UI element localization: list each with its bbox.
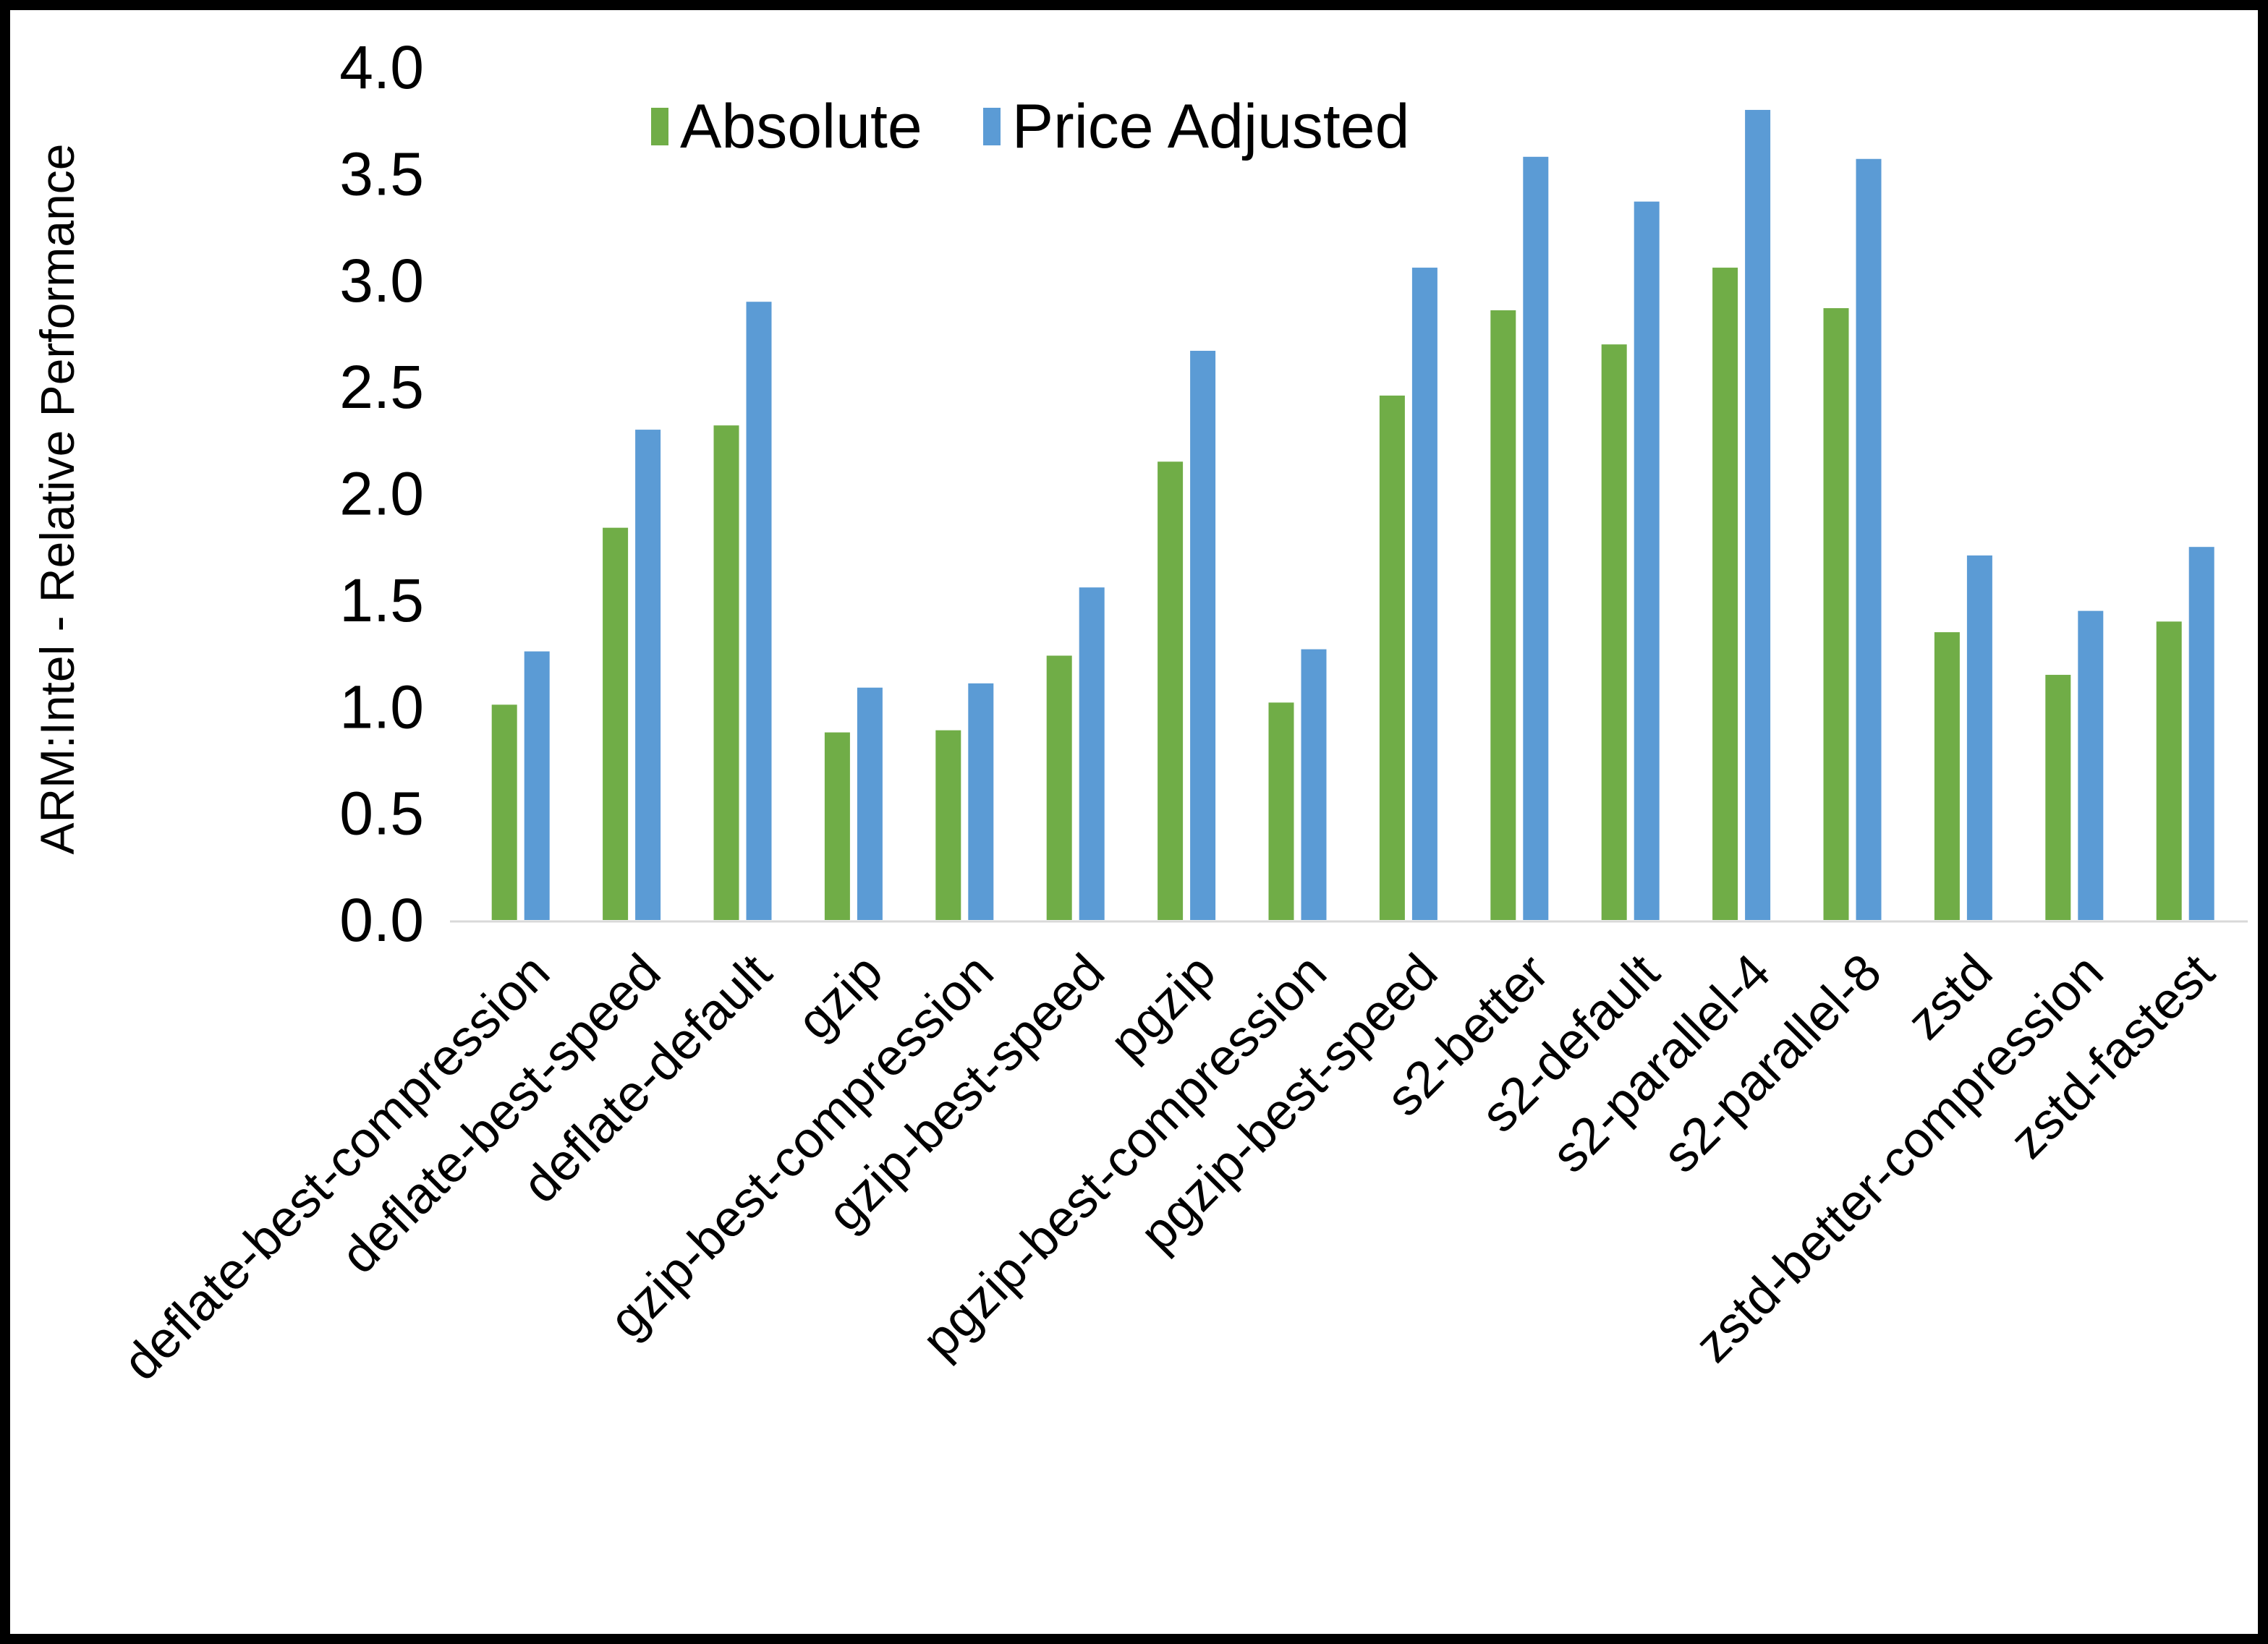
bar-absolute-pgzip-best-compression <box>1268 702 1294 920</box>
bar-absolute-pgzip-best-speed <box>1379 395 1405 920</box>
bar-absolute-zstd-better-compression <box>2045 675 2071 920</box>
legend-item-price-adjusted: Price Adjusted <box>982 92 1410 161</box>
bar-price-adjusted-s2-parallel-8 <box>1856 158 1882 921</box>
bar-price-adjusted-deflate-best-speed <box>635 430 661 920</box>
y-tick-label: 4.0 <box>339 33 424 101</box>
bar-price-adjusted-gzip <box>857 687 883 920</box>
bar-price-adjusted-s2-parallel-4 <box>1745 109 1771 921</box>
y-tick-label: 1.0 <box>339 673 424 741</box>
y-tick-label: 3.0 <box>339 247 424 315</box>
legend-swatch-absolute-icon <box>651 108 668 145</box>
bar-price-adjusted-gzip-best-speed <box>1079 587 1105 920</box>
bar-absolute-gzip <box>824 732 850 920</box>
bar-absolute-deflate-default <box>713 425 739 920</box>
bar-absolute-deflate-best-compression <box>491 704 517 920</box>
bar-absolute-zstd-fastest <box>2156 621 2182 920</box>
bar-price-adjusted-deflate-default <box>746 302 772 921</box>
bar-absolute-zstd <box>1934 632 1960 920</box>
y-tick-label: 0.5 <box>339 780 424 848</box>
bar-price-adjusted-zstd-fastest <box>2188 547 2214 920</box>
y-tick-label: 1.5 <box>339 566 424 634</box>
bar-price-adjusted-zstd <box>1966 555 1992 920</box>
y-tick-label: 2.0 <box>339 460 424 528</box>
bar-price-adjusted-s2-better <box>1523 156 1549 920</box>
bar-absolute-gzip-best-speed <box>1046 655 1072 920</box>
bar-absolute-gzip-best-compression <box>935 730 961 920</box>
bar-price-adjusted-zstd-better-compression <box>2078 610 2104 920</box>
bar-chart: ARM:Intel - Relative Performance 0.0 0.5 1.… <box>30 33 2248 1392</box>
bar-price-adjusted-deflate-best-compression <box>524 651 550 920</box>
bar-absolute-s2-parallel-8 <box>1823 308 1849 920</box>
bar-price-adjusted-pgzip-best-compression <box>1301 649 1327 920</box>
y-tick-label: 0.0 <box>339 886 424 954</box>
legend: Absolute Price Adjusted <box>651 95 1409 158</box>
bar-price-adjusted-pgzip <box>1190 351 1216 921</box>
legend-label-absolute: Absolute <box>680 92 922 161</box>
legend-label-price-adjusted: Price Adjusted <box>1011 92 1410 161</box>
bar-absolute-deflate-best-speed <box>603 527 629 920</box>
bar-absolute-s2-better <box>1490 310 1516 920</box>
bar-absolute-s2-default <box>1601 344 1627 920</box>
y-tick-label: 2.5 <box>339 353 424 421</box>
bar-price-adjusted-s2-default <box>1634 201 1660 920</box>
bar-price-adjusted-gzip-best-compression <box>968 683 994 920</box>
bar-price-adjusted-pgzip-best-speed <box>1411 268 1437 920</box>
y-axis-title: ARM:Intel - Relative Performance <box>30 143 84 854</box>
x-category-label: deflate-best-compression <box>112 943 561 1392</box>
legend-swatch-price-adjusted-icon <box>982 108 1001 145</box>
bar-absolute-s2-parallel-4 <box>1712 268 1738 920</box>
y-tick-label: 3.5 <box>339 140 424 208</box>
legend-item-absolute: Absolute <box>651 95 922 158</box>
bar-absolute-pgzip <box>1158 461 1184 920</box>
